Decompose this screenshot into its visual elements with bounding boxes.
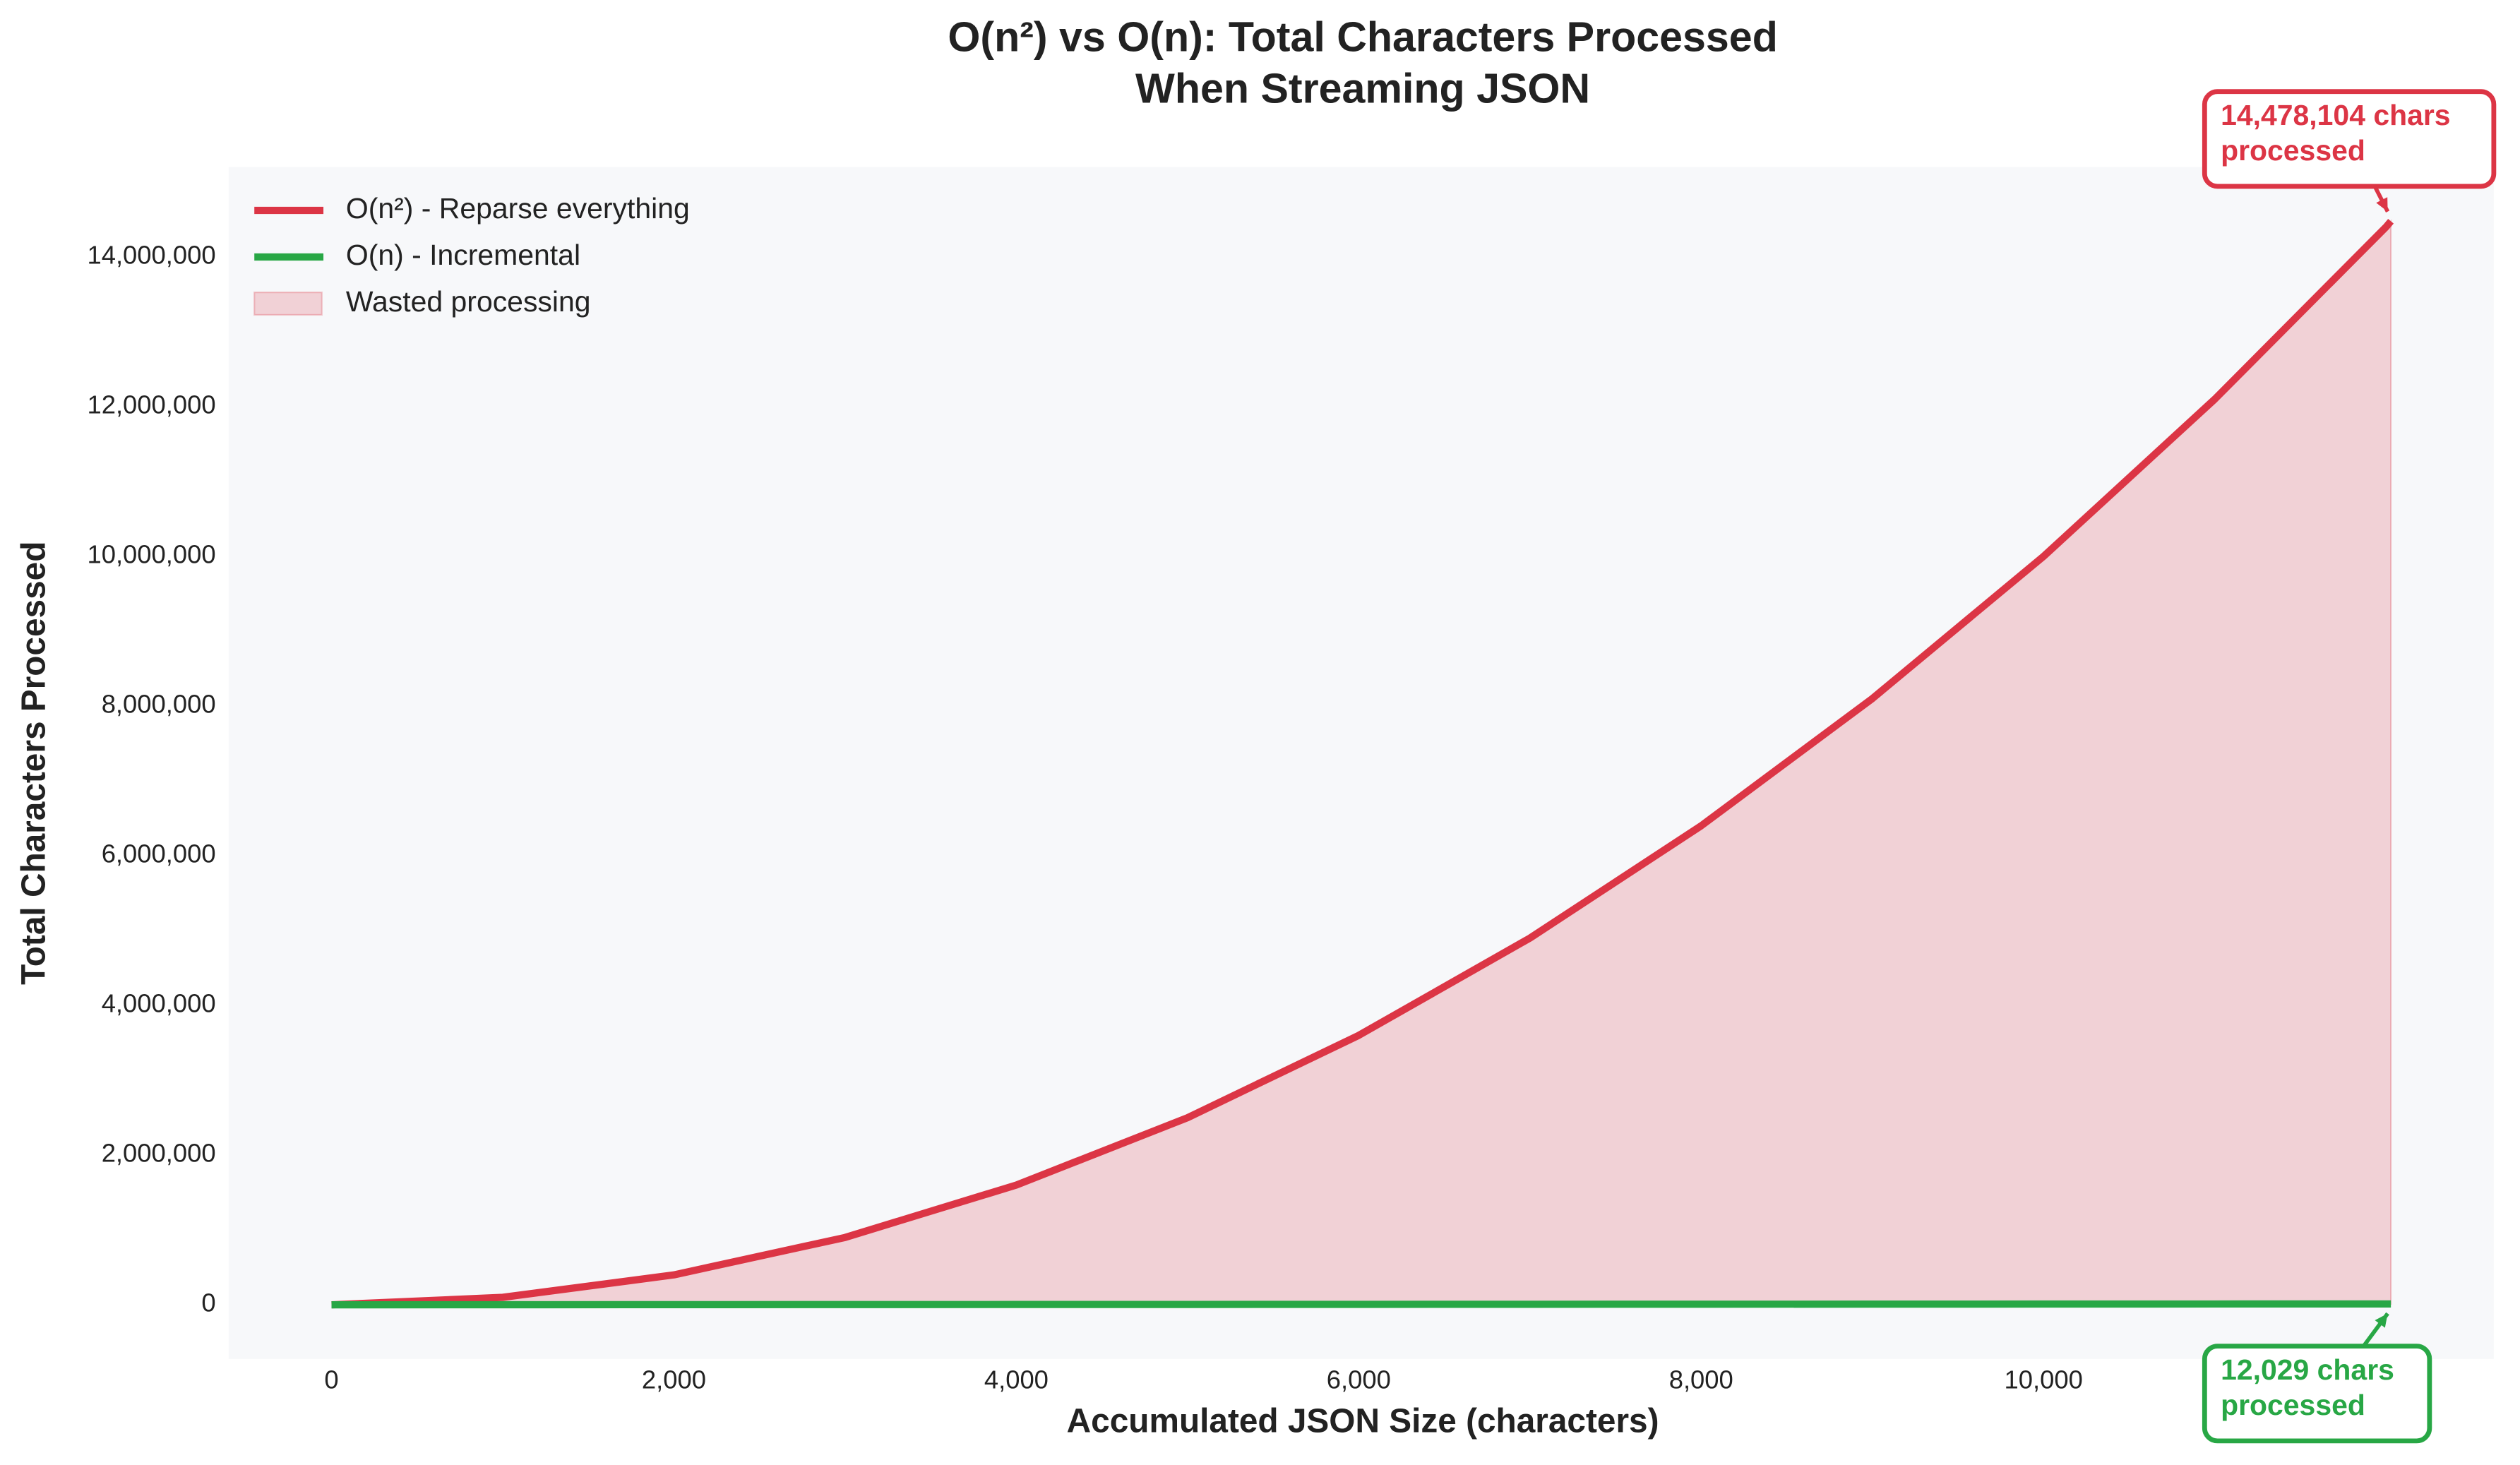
- plot-area: [228, 167, 2494, 1359]
- annotation-text: 12,029 chars: [2221, 1353, 2394, 1386]
- chart-title: When Streaming JSON: [1135, 64, 1590, 112]
- y-tick-label: 12,000,000: [87, 390, 215, 419]
- legend-swatch: [253, 291, 323, 316]
- x-tick-label: 8,000: [1669, 1365, 1733, 1394]
- y-tick-label: 0: [201, 1288, 215, 1317]
- x-tick-label: 4,000: [984, 1365, 1049, 1394]
- y-tick-label: 4,000,000: [102, 989, 216, 1018]
- annotation-arrowhead: [2375, 1313, 2388, 1328]
- x-axis-label: Accumulated JSON Size (characters): [1067, 1402, 1659, 1440]
- y-tick-label: 10,000,000: [87, 540, 215, 569]
- x-tick-label: 0: [324, 1365, 338, 1394]
- y-tick-label: 14,000,000: [87, 241, 215, 270]
- series-line: [331, 1300, 2391, 1309]
- legend-label: O(n) - Incremental: [346, 239, 580, 271]
- y-tick-label: 2,000,000: [102, 1139, 216, 1168]
- annotation-arrowhead: [2376, 197, 2388, 212]
- legend-label: Wasted processing: [346, 285, 591, 318]
- x-tick-label: 10,000: [2005, 1365, 2083, 1394]
- chart-title: O(n²) vs O(n): Total Characters Processe…: [948, 13, 1777, 61]
- y-tick-label: 8,000,000: [102, 690, 216, 719]
- annotation-box: [2202, 1344, 2432, 1444]
- annotation-box: [2202, 89, 2497, 189]
- x-tick-label: 6,000: [1327, 1365, 1391, 1394]
- legend-label: O(n²) - Reparse everything: [346, 192, 690, 225]
- y-tick-label: 6,000,000: [102, 839, 216, 868]
- x-tick-label: 2,000: [642, 1365, 706, 1394]
- series-line: [331, 219, 2394, 1309]
- y-axis-label: Total Characters Processed: [15, 542, 52, 985]
- annotation-text: 14,478,104 chars: [2221, 99, 2451, 131]
- annotation-text: processed: [2221, 1389, 2365, 1421]
- annotation-text: processed: [2221, 134, 2365, 167]
